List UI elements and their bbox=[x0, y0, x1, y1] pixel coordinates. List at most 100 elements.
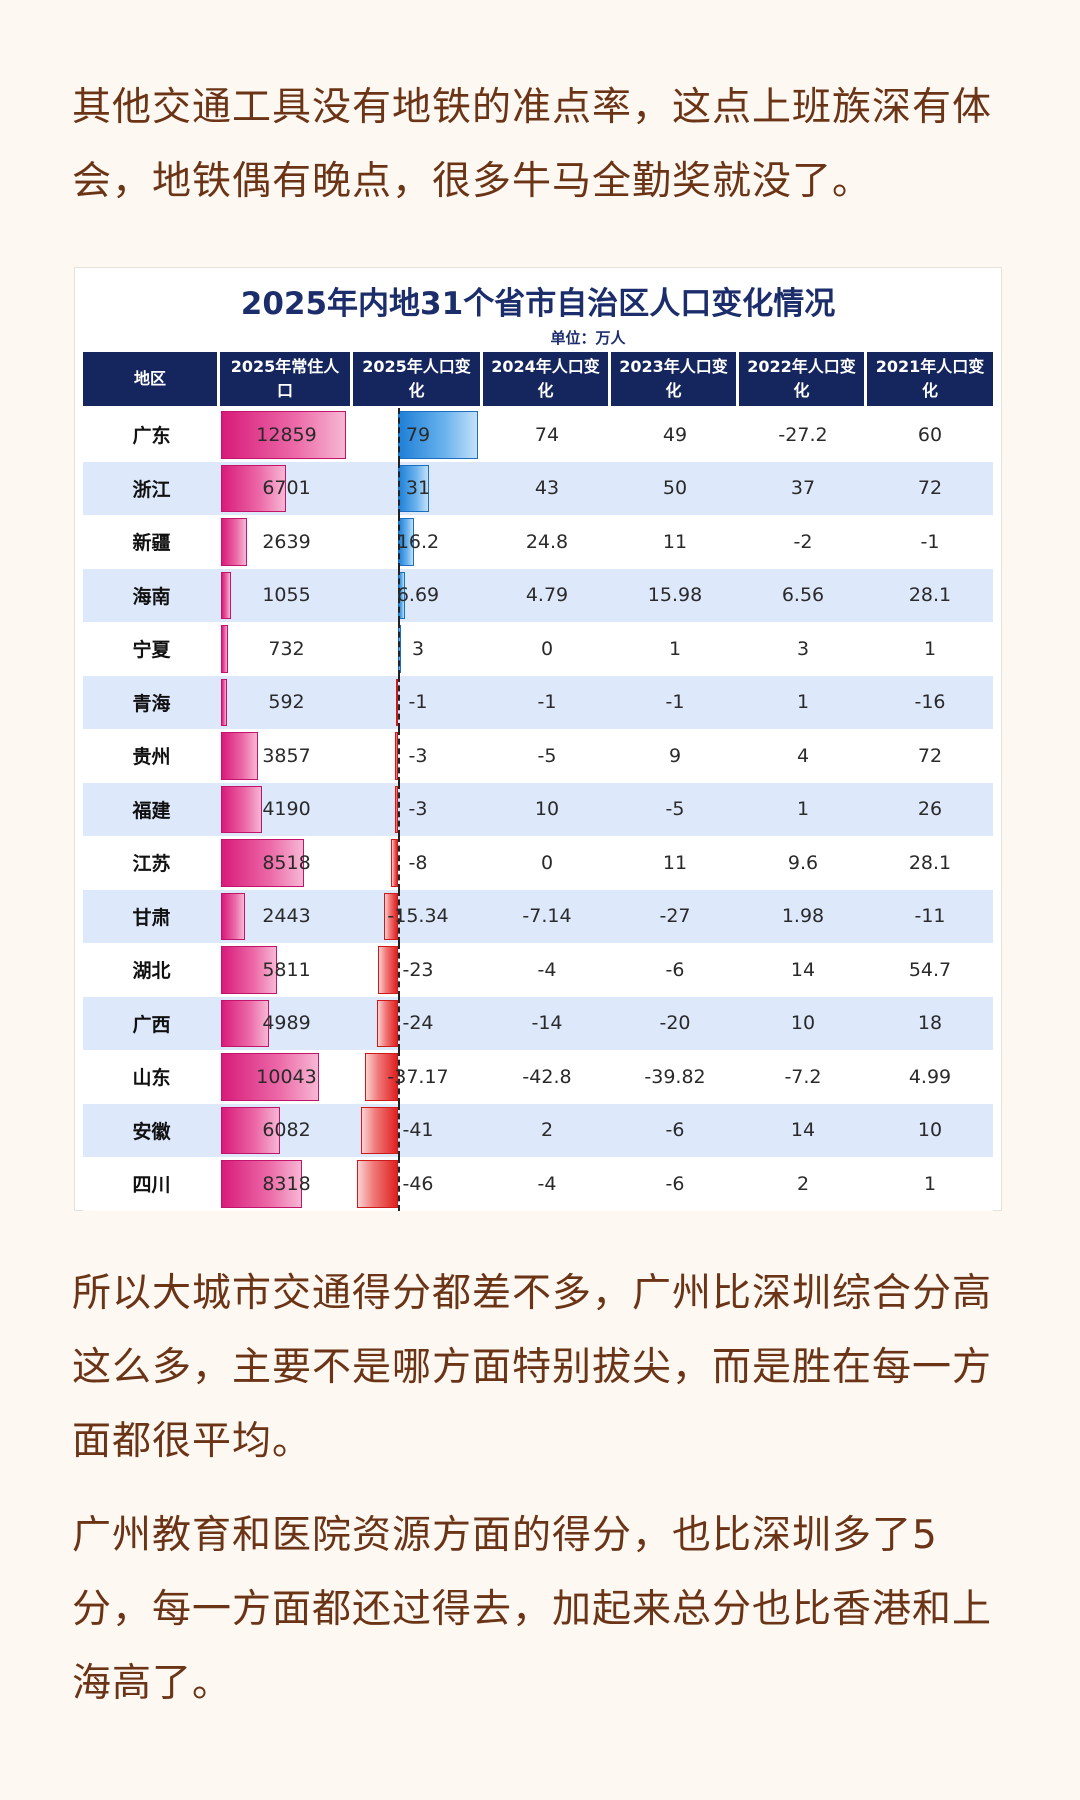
table-row: 山东 10043 -37.17 -42.8 -39.82 -7.2 4.99 bbox=[83, 1050, 993, 1104]
cell-value: 广西 bbox=[132, 1013, 171, 1036]
table-header: 地区 2025年常住人口 2025年人口变化 2024年人口变化 2023年人口变化 20… bbox=[83, 352, 993, 406]
cell-value: -1 bbox=[537, 691, 557, 714]
change-cell: -5 bbox=[611, 783, 739, 837]
change-cell: -1 bbox=[611, 676, 739, 730]
analysis-paragraph: 所以大城市交通得分都差不多，广州比深圳综合分高这么多，主要不是哪方面特别拔尖，而… bbox=[72, 1271, 993, 1464]
table-row: 四川 8318 -46 -4 -6 2 1 bbox=[83, 1157, 993, 1211]
cell-value: 26 bbox=[917, 798, 943, 821]
population-bar bbox=[221, 1106, 281, 1154]
change-cell: -6 bbox=[611, 1104, 739, 1158]
change-cell: 1 bbox=[739, 783, 867, 837]
change-cell: 15.98 bbox=[611, 569, 739, 623]
zero-axis-line bbox=[398, 1103, 400, 1157]
change-cell: -41 bbox=[353, 1103, 483, 1157]
cell-value: 1055 bbox=[262, 584, 311, 607]
population-bar bbox=[221, 571, 232, 619]
change-cell: -2 bbox=[739, 515, 867, 569]
change-cell: -24 bbox=[353, 996, 483, 1050]
change-cell: 10 bbox=[739, 997, 867, 1051]
change-cell: -14 bbox=[483, 997, 611, 1051]
change-cell: -7.2 bbox=[739, 1050, 867, 1104]
cell-value: 甘肃 bbox=[132, 906, 171, 929]
change-cell: 1 bbox=[867, 1157, 993, 1211]
cell-value: 10043 bbox=[256, 1065, 317, 1088]
population-bar bbox=[221, 1053, 319, 1101]
decline-bar bbox=[376, 999, 398, 1047]
zero-axis-line bbox=[398, 836, 400, 890]
cell-value: 1 bbox=[668, 637, 682, 660]
region-cell: 甘肃 bbox=[83, 890, 220, 944]
cell-value: 2 bbox=[540, 1119, 554, 1142]
population-cell: 732 bbox=[220, 622, 353, 676]
population-cell: 8318 bbox=[220, 1157, 353, 1211]
change-cell: 50 bbox=[611, 462, 739, 516]
cell-value: 14 bbox=[790, 1119, 816, 1142]
cell-value: -37.17 bbox=[387, 1065, 449, 1088]
change-cell: 9.6 bbox=[739, 836, 867, 890]
cell-value: 青海 bbox=[132, 692, 171, 715]
change-cell: -6 bbox=[611, 943, 739, 997]
change-cell: -37.17 bbox=[353, 1050, 483, 1104]
change-cell: -11 bbox=[867, 890, 993, 944]
column-header: 2021年人口变化 bbox=[867, 352, 993, 406]
cell-value: 2443 bbox=[262, 905, 311, 928]
change-cell: 79 bbox=[353, 408, 483, 462]
cell-value: 4.79 bbox=[525, 584, 569, 607]
change-cell: 72 bbox=[867, 462, 993, 516]
cell-value: -20 bbox=[659, 1012, 691, 1035]
cell-value: -14 bbox=[531, 1012, 563, 1035]
table-row: 贵州 3857 -3 -5 9 4 72 bbox=[83, 729, 993, 783]
cell-value: -6 bbox=[665, 1119, 685, 1142]
cell-value: 15.98 bbox=[647, 584, 703, 607]
cell-value: 宁夏 bbox=[132, 639, 171, 662]
cell-value: -5 bbox=[537, 744, 557, 767]
change-cell: 0 bbox=[483, 622, 611, 676]
change-cell: 1.98 bbox=[739, 890, 867, 944]
change-cell: 28.1 bbox=[867, 836, 993, 890]
population-bar bbox=[221, 732, 259, 780]
cell-value: 4190 bbox=[262, 798, 311, 821]
cell-value: -27.2 bbox=[778, 423, 828, 446]
cell-value: 3857 bbox=[262, 744, 311, 767]
change-cell: 6.69 bbox=[353, 568, 483, 622]
change-cell: -23 bbox=[353, 943, 483, 997]
column-header: 2022年人口变化 bbox=[739, 352, 867, 406]
cell-value: -39.82 bbox=[644, 1065, 706, 1088]
cell-value: 60 bbox=[917, 423, 943, 446]
decline-bar bbox=[395, 785, 398, 833]
cell-value: -6 bbox=[665, 958, 685, 981]
population-cell: 3857 bbox=[220, 729, 353, 783]
cell-value: 1 bbox=[923, 1172, 937, 1195]
cell-value: 79 bbox=[405, 423, 431, 446]
column-header: 地区 bbox=[83, 352, 220, 406]
cell-value: 新疆 bbox=[132, 532, 171, 555]
change-cell: 72 bbox=[867, 729, 993, 783]
population-bar bbox=[221, 785, 262, 833]
region-cell: 海南 bbox=[83, 569, 220, 623]
change-cell: 26 bbox=[867, 783, 993, 837]
zero-axis-line bbox=[398, 622, 400, 676]
region-cell: 安徽 bbox=[83, 1104, 220, 1158]
cell-value: 4.99 bbox=[908, 1065, 952, 1088]
table-row: 浙江 6701 31 43 50 37 72 bbox=[83, 461, 993, 516]
change-cell: 6.56 bbox=[739, 569, 867, 623]
cell-value: 山东 bbox=[132, 1067, 171, 1090]
cell-value: 12859 bbox=[256, 423, 317, 446]
change-cell: 24.8 bbox=[483, 515, 611, 569]
cell-value: 安徽 bbox=[132, 1120, 171, 1143]
cell-value: 6082 bbox=[262, 1119, 311, 1142]
cell-value: 2 bbox=[796, 1172, 810, 1195]
change-cell: -16 bbox=[867, 676, 993, 730]
change-cell: 31 bbox=[353, 461, 483, 515]
decline-bar bbox=[357, 1160, 398, 1208]
decline-bar bbox=[390, 839, 398, 887]
change-cell: 10 bbox=[867, 1104, 993, 1158]
change-cell: 1 bbox=[611, 622, 739, 676]
change-cell: 9 bbox=[611, 729, 739, 783]
region-cell: 青海 bbox=[83, 676, 220, 730]
zero-axis-line bbox=[398, 996, 400, 1050]
cell-value: -16 bbox=[914, 691, 946, 714]
education-paragraph: 广州教育和医院资源方面的得分，也比深圳多了5分，每一方面都还过得去，加起来总分也… bbox=[72, 1513, 993, 1706]
cell-value: 49 bbox=[662, 423, 688, 446]
table-row: 青海 592 -1 -1 -1 1 -16 bbox=[83, 675, 993, 730]
